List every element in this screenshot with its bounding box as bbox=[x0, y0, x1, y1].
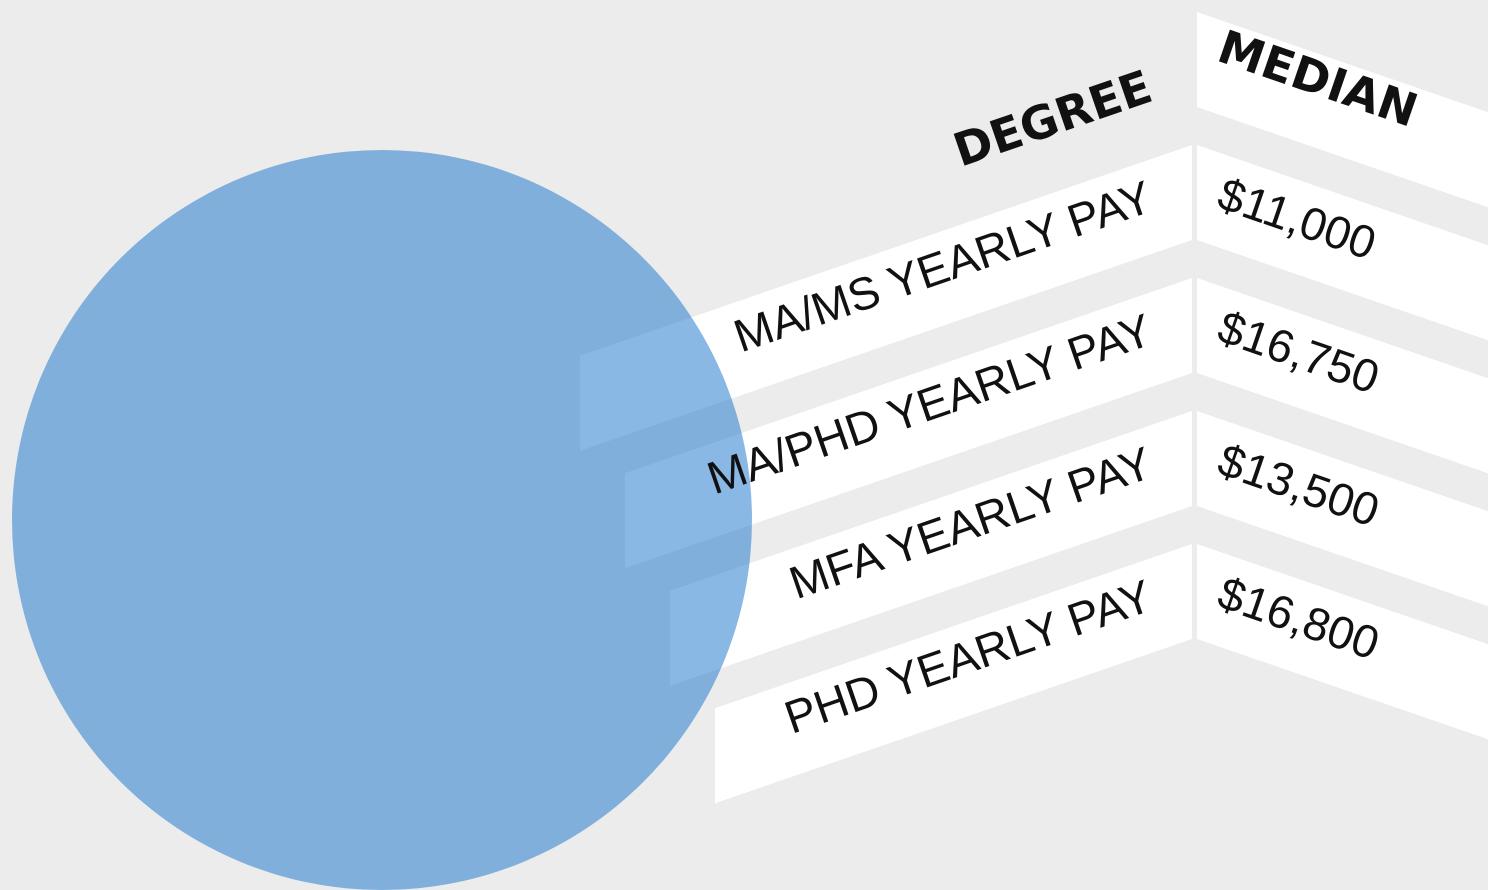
infographic: DEGREEMEDIANMA/MS YEARLY PAY$11,000MA/PH… bbox=[0, 0, 1488, 890]
blue-circle bbox=[12, 150, 752, 890]
